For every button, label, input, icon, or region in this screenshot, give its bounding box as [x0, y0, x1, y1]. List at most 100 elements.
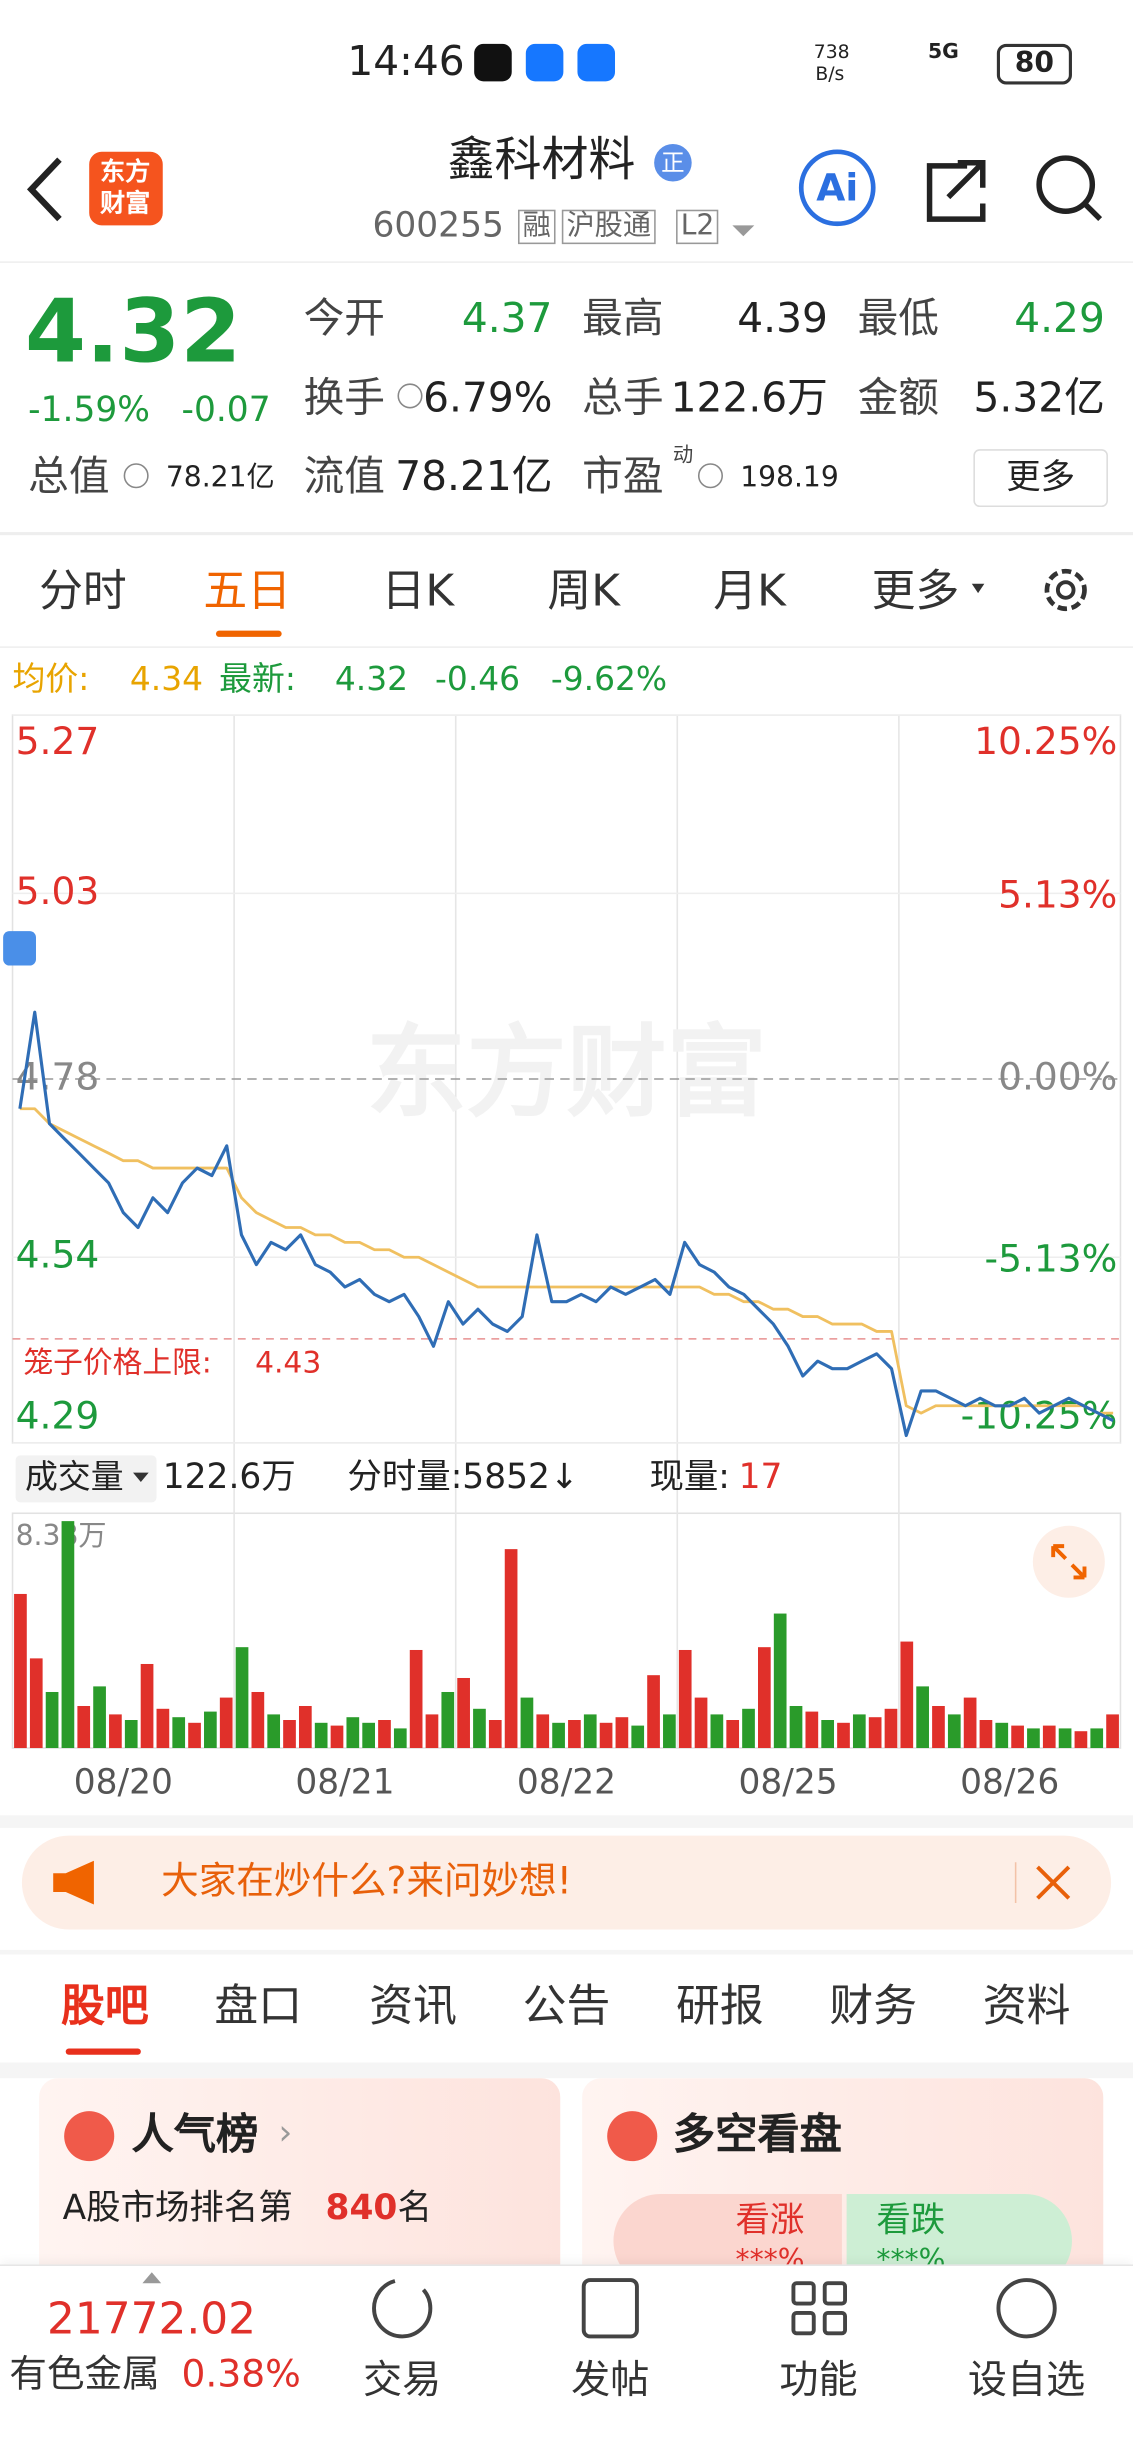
y-tick-label: 4.78	[16, 1055, 100, 1099]
tab[interactable]: 资讯	[369, 1979, 457, 2032]
field-value: 78.21亿	[165, 461, 275, 495]
banner-text: 大家在炒什么?来问妙想!	[161, 1859, 572, 1903]
tab[interactable]: 股吧	[61, 1979, 149, 2032]
share-icon[interactable]	[926, 160, 986, 222]
volume-bar	[473, 1708, 486, 1749]
info-icon[interactable]	[123, 463, 149, 489]
volume-bar	[599, 1722, 613, 1749]
stock-name: 鑫科材料	[447, 133, 636, 188]
net-unit: B/s	[815, 62, 845, 85]
volume-bar	[346, 1717, 360, 1749]
volume-bar	[1106, 1714, 1119, 1749]
y-tick-label: 4.29	[16, 1393, 100, 1437]
function-icon	[791, 2281, 848, 2336]
volume-bar	[837, 1722, 850, 1749]
info-icon[interactable]	[697, 463, 723, 489]
divider	[0, 1949, 1133, 1955]
price-line	[18, 1010, 1114, 1438]
volume-bar	[520, 1697, 534, 1749]
ai-icon[interactable]	[798, 149, 876, 227]
volume-bar	[995, 1722, 1009, 1749]
y2-tick-label: 0.00%	[998, 1055, 1117, 1099]
rank-suffix: 名	[397, 2189, 432, 2229]
change-pct: -1.59%	[28, 391, 150, 431]
index-value[interactable]: 21772.02	[46, 2292, 257, 2345]
back-icon[interactable]	[26, 157, 62, 222]
volume-bar	[140, 1663, 154, 1749]
chevron: ›	[278, 2114, 293, 2154]
price: 4.32	[25, 281, 242, 384]
close-icon[interactable]	[1009, 1859, 1087, 1906]
tab[interactable]: 五日	[203, 564, 292, 617]
volume-bar	[188, 1722, 201, 1749]
search-icon	[1084, 203, 1103, 222]
expand-button[interactable]	[1032, 1525, 1105, 1598]
tab[interactable]: 周K	[547, 564, 621, 617]
tab[interactable]: 公告	[522, 1979, 611, 2032]
app-icon	[577, 43, 616, 82]
divider	[0, 261, 1133, 263]
rank-prefix: A股市场排名第	[62, 2189, 293, 2229]
volume-bar	[979, 1720, 993, 1749]
tab[interactable]: 月K	[713, 564, 786, 617]
volume-bar	[663, 1714, 676, 1749]
volume-bar	[124, 1720, 138, 1749]
volume-bar	[204, 1711, 217, 1749]
info-icon[interactable]	[397, 383, 423, 409]
volume-bar	[916, 1686, 929, 1749]
tab[interactable]: 研报	[676, 1979, 764, 2032]
search-icon[interactable]	[1036, 155, 1096, 215]
divider	[0, 2062, 1133, 2079]
nav-icons	[142, 2272, 1057, 2339]
tab[interactable]: 财务	[829, 1979, 918, 2032]
volume-bar	[1011, 1725, 1024, 1749]
five-day-chart: 东方财富 5.27 5.03 4.78 4.54 4.29 10.25% 5.13% 0.00…	[3, 714, 1122, 1803]
dropdown	[971, 583, 985, 594]
nav-item[interactable]: 功能	[779, 2356, 858, 2403]
tag: 沪股通	[561, 209, 656, 245]
volume-bar	[568, 1720, 581, 1749]
volume-bar	[932, 1705, 945, 1749]
volume-bar	[647, 1675, 660, 1749]
banner[interactable]	[21, 1835, 1112, 1930]
field-label: 流值	[303, 453, 385, 501]
tab[interactable]: 更多	[871, 564, 960, 617]
tab[interactable]: 盘口	[214, 1979, 303, 2032]
nav-item[interactable]: 发帖	[571, 2356, 650, 2403]
rank-title: 人气榜	[131, 2111, 259, 2160]
volume-bar	[884, 1708, 898, 1749]
volume-bar	[441, 1691, 455, 1749]
index-sector[interactable]: 有色金属	[9, 2352, 160, 2396]
nav-item[interactable]: 交易	[363, 2356, 442, 2403]
volume-bar	[330, 1725, 344, 1749]
close	[1036, 1865, 1071, 1900]
volume-bar	[156, 1708, 170, 1749]
settings-icon[interactable]	[1044, 568, 1087, 612]
tab[interactable]: 分时	[39, 564, 127, 617]
volume-tick-label: 8.38万	[16, 1519, 107, 1552]
field-value: 198.19	[740, 461, 839, 495]
volume-selector[interactable]	[15, 1455, 157, 1503]
volume-label: 成交量	[25, 1458, 124, 1497]
field-label: 市盈	[582, 453, 664, 501]
volume-bar	[109, 1714, 122, 1749]
ai-label[interactable]: Ai	[816, 165, 859, 210]
x-tick-label: 08/22	[517, 1763, 616, 1803]
rank-card[interactable]	[39, 2078, 561, 2298]
y-tick-label: 4.54	[16, 1233, 100, 1277]
tab-icons	[971, 568, 1087, 612]
y2-tick-label: 5.13%	[998, 872, 1117, 916]
y-tick-label: 5.03	[16, 869, 100, 913]
volume-bar	[1090, 1728, 1104, 1749]
cage-label: 笼子价格上限:	[23, 1345, 211, 1380]
nav-item[interactable]: 设自选	[967, 2356, 1086, 2403]
volume-bar	[235, 1647, 249, 1749]
badge: 正	[654, 143, 692, 182]
field-label: 今开	[303, 295, 385, 343]
last-volume-label: 现量:	[649, 1458, 730, 1498]
volume-bar	[362, 1722, 375, 1749]
tab[interactable]: 资料	[982, 1979, 1071, 2032]
tab[interactable]: 日K	[381, 564, 455, 617]
more-button[interactable]: 更多	[973, 449, 1108, 508]
